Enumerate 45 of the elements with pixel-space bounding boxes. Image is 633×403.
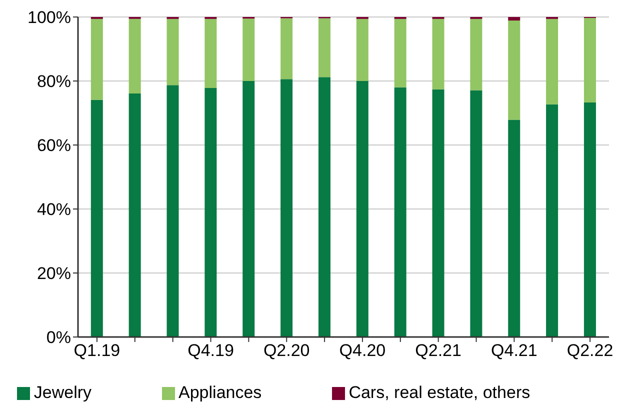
y-tick-label: 100% [28,8,71,28]
bar [546,18,558,104]
bar [508,20,520,120]
x-tick-label: Q1.19 [74,341,120,360]
bar [128,18,141,94]
bar [166,18,179,86]
bar [394,18,406,88]
x-tick-label: Q4.21 [491,341,538,360]
bar [242,18,255,81]
y-tick-label: 80% [36,72,71,92]
bar [204,88,217,337]
legend-label: Cars, real estate, others [348,383,530,402]
bar [508,120,520,337]
bar [90,100,103,337]
x-tick-label: Q2.20 [263,341,310,360]
bar [394,87,406,337]
bar [318,77,330,337]
x-tick-label: Q2.21 [415,341,462,360]
bar [470,90,482,337]
bar [356,81,368,337]
bar [432,18,444,90]
legend-label: Jewelry [34,383,92,402]
y-tick-label: 20% [36,264,71,284]
bar [432,89,444,337]
bar [242,81,255,337]
bar [128,93,141,337]
bar [280,18,293,80]
x-tick-label: Q2.22 [566,341,614,360]
bar [280,79,293,337]
x-tick-label: Q4.19 [188,341,234,360]
y-tick-label: 40% [36,200,71,220]
bar [584,18,596,102]
bar [584,102,596,337]
bar [318,18,330,78]
y-tick-label: 60% [36,136,71,156]
bar [356,18,368,81]
y-tick-label: 0% [46,328,71,348]
bar [546,104,558,337]
x-tick-label: Q4.20 [339,341,386,360]
bar [470,18,482,90]
bar [166,85,179,337]
bar [204,18,217,88]
legend-label: Appliances [178,383,262,402]
bar [508,17,520,21]
bar [90,18,103,100]
